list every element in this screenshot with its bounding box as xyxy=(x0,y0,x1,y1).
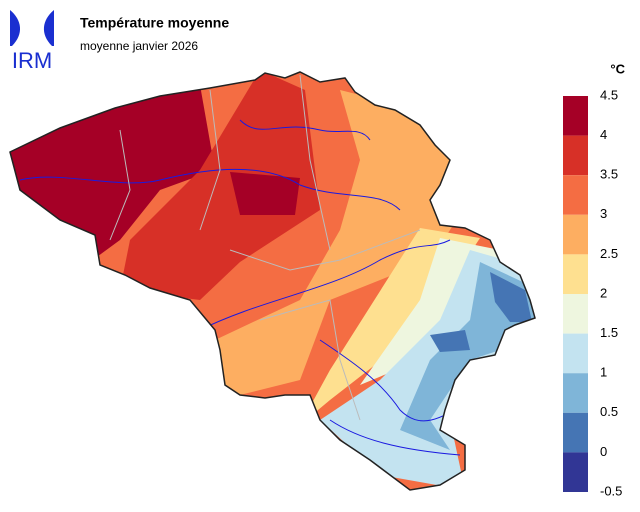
logo-text: IRM xyxy=(12,48,52,73)
legend-swatch xyxy=(563,333,588,374)
river xyxy=(19,168,401,211)
legend-swatch xyxy=(563,96,588,136)
legend-tick-label: 3 xyxy=(600,206,607,221)
zone xyxy=(215,90,470,400)
legend-tick-label: 3.5 xyxy=(600,167,618,182)
subtitle: moyenne janvier 2026 xyxy=(80,39,198,53)
legend-swatch xyxy=(563,452,588,492)
river xyxy=(199,239,451,331)
legend-swatch xyxy=(563,294,588,334)
legend-swatch xyxy=(563,254,588,294)
border xyxy=(109,74,421,421)
legend-tick-label: 0 xyxy=(600,444,607,459)
river xyxy=(239,119,371,141)
borders xyxy=(109,74,421,421)
legend: 4.5 4 3.5 3 2.5 2 1.5 1 0.5 0 -0.5 xyxy=(563,87,622,498)
river xyxy=(329,419,461,456)
legend-tick-label: 2.5 xyxy=(600,246,618,261)
country-outline xyxy=(9,71,536,491)
legend-swatch xyxy=(563,175,588,215)
title: Température moyenne xyxy=(80,15,229,31)
legend-tick-label: 2 xyxy=(600,285,607,300)
legend-unit: °C xyxy=(610,61,625,76)
zone xyxy=(430,330,470,352)
legend-swatch xyxy=(563,214,588,255)
zone xyxy=(120,72,320,300)
zone xyxy=(230,172,300,215)
logo-shape xyxy=(10,10,54,46)
zone xyxy=(490,272,532,322)
legend-tick-label: 1 xyxy=(600,365,607,380)
temperature-map xyxy=(10,72,535,490)
legend-tick-label: 4 xyxy=(600,127,607,142)
logo: IRM xyxy=(10,10,54,73)
legend-swatch xyxy=(563,412,588,453)
legend-tick-label: -0.5 xyxy=(600,483,622,498)
legend-tick-label: 4.5 xyxy=(600,87,618,102)
legend-swatch xyxy=(563,373,588,413)
legend-tick-label: 0.5 xyxy=(600,404,618,419)
legend-swatch xyxy=(563,135,588,176)
legend-tick-label: 1.5 xyxy=(600,325,618,340)
